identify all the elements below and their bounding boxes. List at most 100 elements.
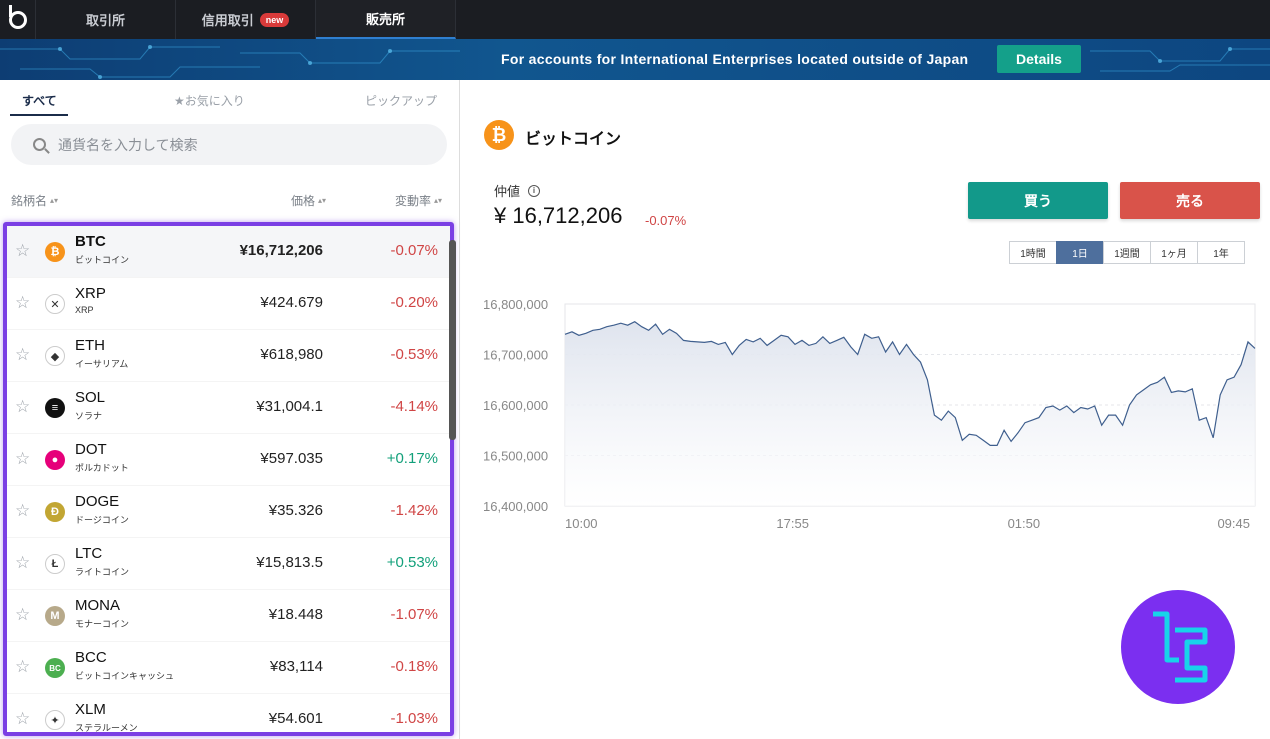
top-nav: 取引所 信用取引 new 販売所 [0,0,1270,39]
favorite-star-icon[interactable]: ☆ [15,345,31,364]
coin-change: -4.14% [390,398,438,415]
range-tab[interactable]: 1年 [1197,241,1245,264]
coin-name: XRP [75,305,94,315]
coin-name: ビットコインキャッシュ [75,671,175,681]
coin-symbol: DOGE [75,493,120,510]
coin-change: +0.17% [386,450,438,467]
coin-symbol: XLM [75,701,106,718]
column-header-price[interactable]: 価格 ▴▾ [291,192,326,209]
favorite-star-icon[interactable]: ☆ [15,397,31,416]
dot-icon: ● [45,450,65,470]
favorite-star-icon[interactable]: ☆ [15,709,31,728]
range-tab[interactable]: 1日 [1056,241,1104,264]
coin-row-xrp[interactable]: ☆ ✕ XRP XRP ¥424.679 -0.20% [7,278,450,330]
range-tab[interactable]: 1週間 [1103,241,1151,264]
search-input[interactable] [58,136,418,153]
favorite-star-icon[interactable]: ☆ [15,241,31,260]
price-area [565,321,1255,506]
coin-change: -0.53% [390,346,438,363]
y-tick-label: 16,700,000 [483,348,548,363]
y-tick-label: 16,800,000 [483,297,548,312]
market-tabs: すべて ★お気に入り ピックアップ [0,80,460,118]
coin-row-sol[interactable]: ☆ ≡ SOL ソラナ ¥31,004.1 -4.14% [7,382,450,434]
btc-icon: ₿ [45,242,65,262]
column-header-change[interactable]: 変動率 ▴▾ [395,192,442,209]
favorite-star-icon[interactable]: ☆ [15,657,31,676]
coin-row-xlm[interactable]: ☆ ✦ XLM ステラルーメン ¥54.601 -1.03% [7,694,450,733]
coin-name: モナーコイン [75,619,130,629]
coin-name: ライトコイン [75,567,130,577]
range-tabs: 1時間 1日 1週間 1ヶ月 1年 [1009,241,1245,264]
coin-symbol: BTC [75,233,106,250]
coin-change: +0.53% [386,554,438,571]
x-tick-label: 09:45 [1217,516,1250,531]
coin-row-doge[interactable]: ☆ Ð DOGE ドージコイン ¥35.326 -1.42% [7,486,450,538]
active-tab-indicator [10,114,68,116]
nav-tab-brokerage[interactable]: 販売所 [316,0,456,39]
sort-icon: ▴▾ [434,195,443,205]
xrp-icon: ✕ [45,294,65,314]
new-badge: new [259,12,290,27]
mid-change: -0.07% [645,213,687,228]
coin-detail-panel: ₿ ビットコイン 仲値 i ¥ 16,712,206 -0.07% 買う 売る … [461,80,1270,739]
coin-title: ビットコイン [525,131,622,148]
coin-name: イーサリアム [75,359,129,369]
search-box[interactable] [11,124,447,165]
nav-tab-exchange[interactable]: 取引所 [36,0,176,39]
y-tick-label: 16,600,000 [483,398,548,413]
favorite-star-icon[interactable]: ☆ [15,553,31,572]
logo-icon [8,4,27,29]
coin-change: -0.07% [390,242,438,259]
sol-icon: ≡ [45,398,65,418]
coin-symbol: DOT [75,441,107,458]
favorite-star-icon[interactable]: ☆ [15,501,31,520]
column-header-label: 価格 [291,194,316,208]
details-button[interactable]: Details [997,45,1081,73]
coin-symbol: ETH [75,337,105,354]
column-header-label: 銘柄名 [11,194,48,208]
nav-tab-margin[interactable]: 信用取引 new [176,0,316,39]
coin-symbol: LTC [75,545,103,562]
nav-tab-label: 信用取引 [201,13,254,28]
search-icon [33,138,46,151]
favorite-star-icon[interactable]: ☆ [15,293,31,312]
coin-name: ステラルーメン [75,723,138,733]
price-chart[interactable]: 16,800,000 16,700,000 16,600,000 16,500,000… [481,292,1261,612]
coin-name: ドージコイン [75,515,129,525]
coin-row-mona[interactable]: ☆ M MONA モナーコイン ¥18.448 -1.07% [7,590,450,642]
coin-row-bcc[interactable]: ☆ BC BCC ビットコインキャッシュ ¥83,114 -0.18% [7,642,450,694]
mid-price-label: 仲値 i [494,181,541,200]
coin-row-ltc[interactable]: ☆ Ł LTC ライトコイン ¥15,813.5 +0.53% [7,538,450,590]
info-icon[interactable]: i [528,184,541,197]
coin-list: ☆ ₿ BTC ビットコイン ¥16,712,206 -0.07% ☆ ✕ XRP XRP ¥424… [7,226,450,733]
x-tick-label: 10:00 [565,516,598,531]
watermark-logo-mark [1153,611,1208,683]
bitbank-logo[interactable] [0,0,36,39]
coin-row-btc[interactable]: ☆ ₿ BTC ビットコイン ¥16,712,206 -0.07% [7,226,450,278]
mid-label-text: 仲値 [494,184,521,199]
price-line [564,321,1256,446]
list-scrollbar[interactable] [449,240,456,440]
eth-icon: ◆ [45,346,65,366]
y-tick-label: 16,500,000 [483,449,548,464]
sort-icon: ▴▾ [318,195,327,205]
coin-row-eth[interactable]: ☆ ◆ ETH イーサリアム ¥618,980 -0.53% [7,330,450,382]
watermark-logo [1121,590,1235,704]
favorite-star-icon[interactable]: ☆ [15,605,31,624]
coin-row-dot[interactable]: ☆ ● DOT ポルカドット ¥597.035 +0.17% [7,434,450,486]
bitcoin-icon: ₿ [484,120,514,150]
column-header-name[interactable]: 銘柄名 ▴▾ [11,192,58,209]
sell-button[interactable]: 売る [1120,182,1260,219]
coin-price: ¥35.326 [268,502,323,519]
buy-button[interactable]: 買う [968,182,1108,219]
range-tab[interactable]: 1時間 [1009,241,1057,264]
favorite-star-icon[interactable]: ☆ [15,449,31,468]
coin-price: ¥83,114 [269,658,323,675]
coin-symbol: SOL [75,389,106,406]
tab-favorites[interactable]: ★お気に入り [174,94,245,108]
range-tab[interactable]: 1ヶ月 [1150,241,1198,264]
tab-pickup[interactable]: ピックアップ [365,94,438,108]
ltc-icon: Ł [45,554,65,574]
coin-price: ¥618,980 [260,346,323,363]
tab-all[interactable]: すべて [22,94,57,108]
